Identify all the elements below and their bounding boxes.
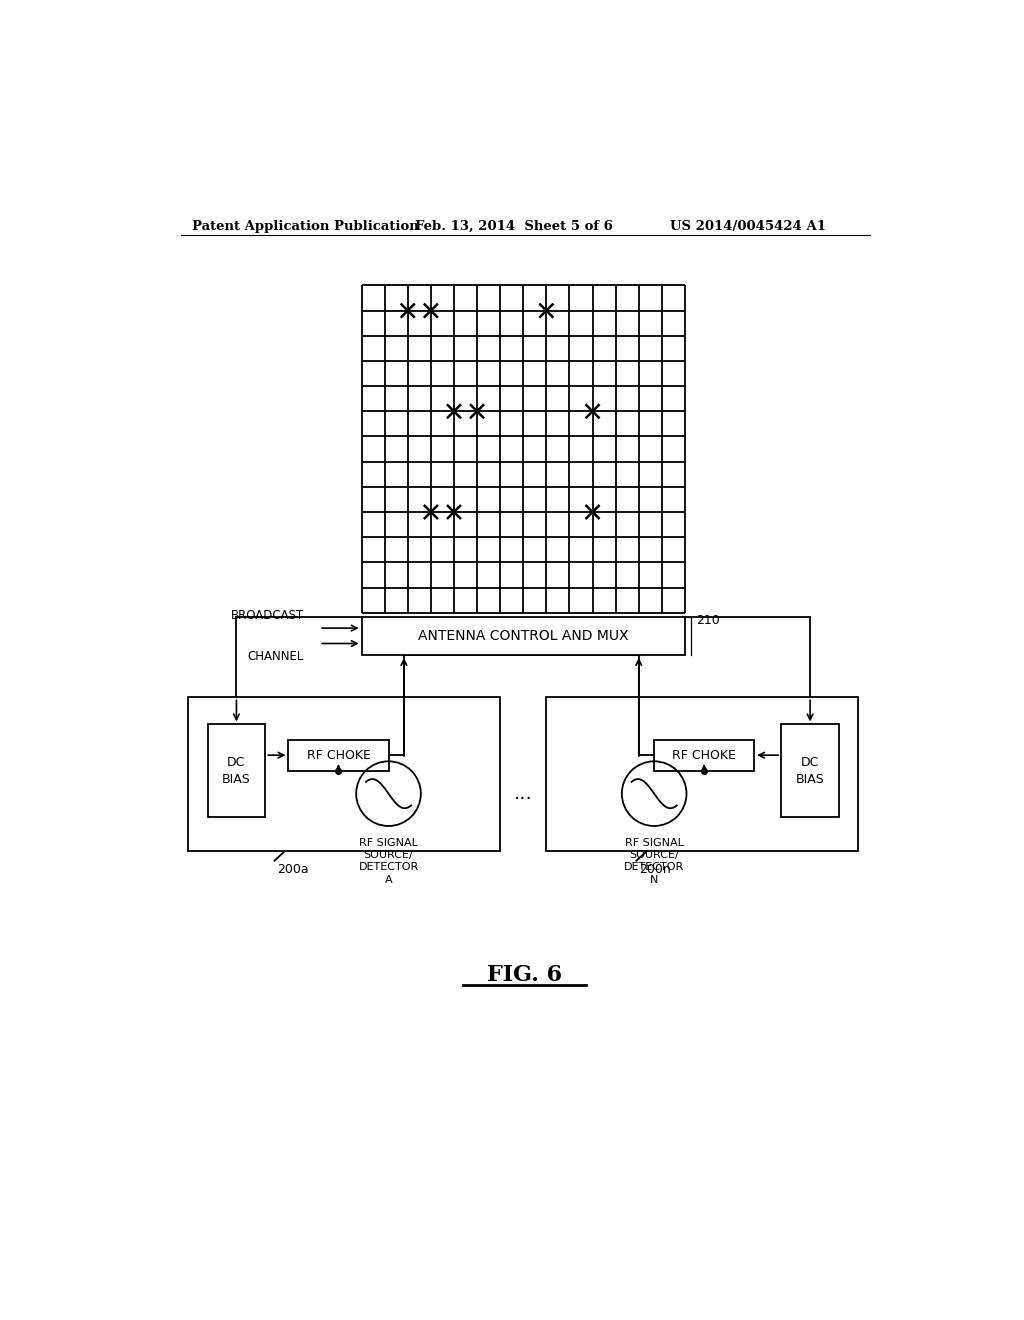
Text: RF SIGNAL
SOURCE/
DETECTOR
N: RF SIGNAL SOURCE/ DETECTOR N [624, 837, 684, 884]
Text: RF CHOKE: RF CHOKE [673, 748, 736, 762]
Text: RF SIGNAL
SOURCE/
DETECTOR
A: RF SIGNAL SOURCE/ DETECTOR A [358, 837, 419, 884]
Text: Feb. 13, 2014  Sheet 5 of 6: Feb. 13, 2014 Sheet 5 of 6 [416, 219, 613, 232]
Text: US 2014/0045424 A1: US 2014/0045424 A1 [670, 219, 825, 232]
Text: 200n: 200n [639, 863, 671, 876]
Bar [188, 697, 500, 851]
Text: RF CHOKE: RF CHOKE [306, 748, 371, 762]
Text: FIG. 6: FIG. 6 [487, 964, 562, 986]
Text: 210: 210 [696, 614, 720, 627]
Bar [781, 725, 839, 817]
Bar [361, 616, 685, 655]
Text: ANTENNA CONTROL AND MUX: ANTENNA CONTROL AND MUX [418, 628, 629, 643]
Bar [208, 725, 265, 817]
Text: DC
BIAS: DC BIAS [222, 755, 251, 785]
Text: DC
BIAS: DC BIAS [796, 755, 824, 785]
Bar [654, 739, 755, 771]
Text: Patent Application Publication: Patent Application Publication [193, 219, 419, 232]
Text: CHANNEL: CHANNEL [248, 649, 304, 663]
Text: 200a: 200a [276, 863, 308, 876]
Text: BROADCAST: BROADCAST [230, 609, 304, 622]
Bar [547, 697, 858, 851]
Bar [289, 739, 388, 771]
Text: ...: ... [514, 784, 532, 803]
